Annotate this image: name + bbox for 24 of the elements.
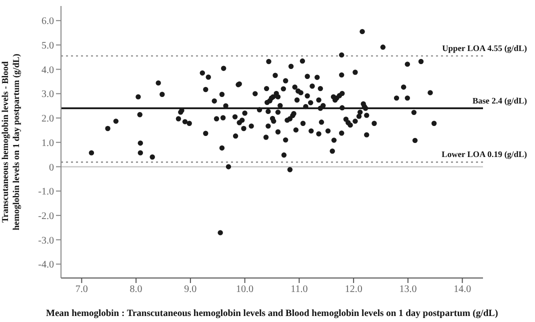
x-tick-label: 10.0 — [236, 284, 254, 296]
x-tick-label: 14.0 — [454, 284, 472, 296]
x-axis-title: Mean hemoglobin : Transcutaneous hemoglobin levels and Blood hemoglobin levels on 1 day postpartum (g/dL) — [46, 309, 498, 319]
x-tick-label: 12.0 — [344, 284, 362, 296]
y-tick-label: 1.0 — [42, 138, 54, 149]
ref-line-label: Base 2.4 (g/dL) — [472, 95, 528, 106]
y-tick-label: 0 — [49, 162, 54, 174]
y-tick-label: -2.0 — [38, 210, 54, 222]
y-tick-label: -4.0 — [38, 260, 54, 271]
x-tick-label: 13.0 — [399, 284, 417, 296]
y-tick-label: -1.0 — [38, 186, 54, 198]
y-axis-title: Transcutaneous hemoglobin levels - Blood hemoglobin levels on 1 day postpartum (g/dL) — [0, 54, 21, 230]
y-tick-label: 3.0 — [42, 89, 54, 100]
y-tick-label: 5.0 — [42, 40, 54, 52]
x-tick-label: 9.0 — [184, 284, 197, 296]
ref-line-label: Upper LOA 4.55 (g/dL) — [442, 42, 528, 53]
y-tick-label: 2.0 — [42, 114, 54, 125]
y-tick-label: -3.0 — [38, 235, 54, 246]
y-tick-label: 4.0 — [42, 64, 54, 76]
x-tick-label: 7.0 — [75, 284, 88, 296]
x-tick-label: 8.0 — [130, 284, 142, 296]
ref-line-label: Lower LOA 0.19 (g/dL) — [442, 149, 528, 160]
x-tick-label: 11.0 — [290, 284, 308, 296]
y-tick-label: 6.0 — [42, 16, 54, 28]
